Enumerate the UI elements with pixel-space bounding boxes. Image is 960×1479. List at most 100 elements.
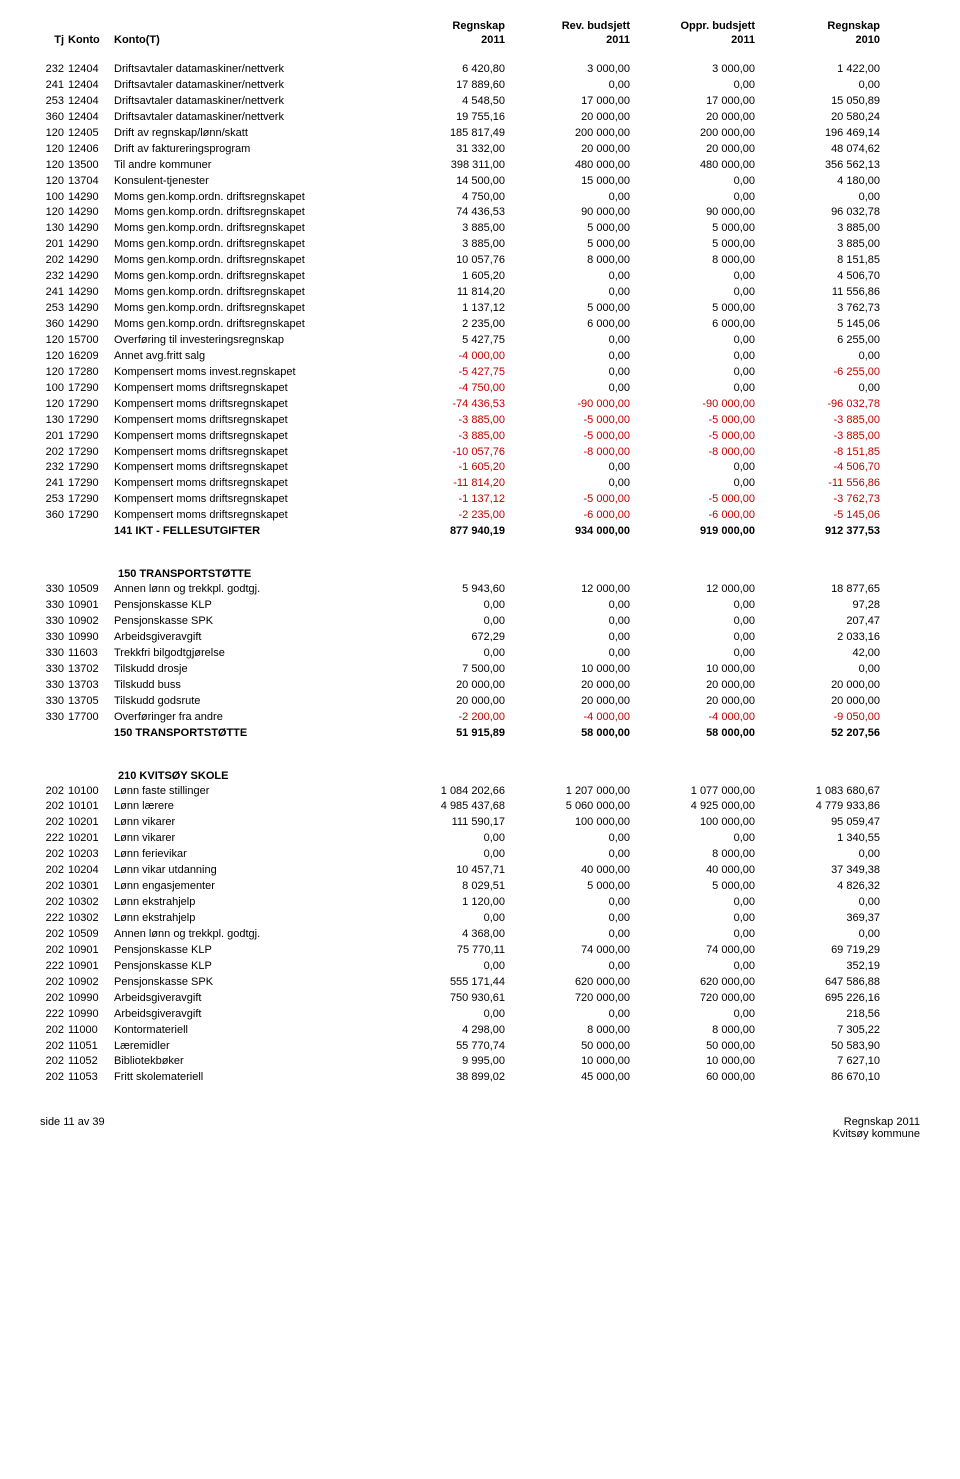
table-row: 23212404Driftsavtaler datamaskiner/nettv… (40, 62, 920, 78)
value-cell: -4 750,00 (390, 381, 515, 397)
tj-cell: 330 (40, 710, 68, 726)
value-cell: 919 000,00 (640, 524, 765, 540)
kontot-cell: Pensjonskasse SPK (110, 614, 390, 630)
section-title: 210 KVITSØY SKOLE (40, 770, 920, 782)
value-cell: 0,00 (515, 1007, 640, 1023)
table-row: 12015700Overføring til investeringsregns… (40, 333, 920, 349)
table-row: 22210901Pensjonskasse KLP0,000,000,00352… (40, 959, 920, 975)
value-cell: 20 000,00 (640, 110, 765, 126)
value-cell: 620 000,00 (640, 975, 765, 991)
value-cell: 200 000,00 (515, 126, 640, 142)
value-cell: 1 084 202,66 (390, 784, 515, 800)
kontot-cell: Lønn ferievikar (110, 847, 390, 863)
kontot-cell: Lønn engasjementer (110, 879, 390, 895)
value-cell: 1 083 680,67 (765, 784, 890, 800)
value-cell: 3 885,00 (765, 237, 890, 253)
value-cell: 0,00 (640, 646, 765, 662)
value-cell: 5 000,00 (515, 221, 640, 237)
kontot-cell: Kompensert moms driftsregnskapet (110, 445, 390, 461)
value-cell: 3 885,00 (390, 237, 515, 253)
value-cell: 20 580,24 (765, 110, 890, 126)
footer-right2: Kvitsøy kommune (833, 1128, 920, 1140)
konto-cell: 14290 (68, 301, 110, 317)
table-row: 10014290Moms gen.komp.ordn. driftsregnsk… (40, 190, 920, 206)
tj-cell: 202 (40, 863, 68, 879)
value-cell: 7 627,10 (765, 1054, 890, 1070)
value-cell: 0,00 (640, 911, 765, 927)
value-cell: 2 033,16 (765, 630, 890, 646)
table-row: 20114290Moms gen.komp.ordn. driftsregnsk… (40, 237, 920, 253)
table-row: 12013500Til andre kommuner398 311,00480 … (40, 158, 920, 174)
konto-cell: 10902 (68, 614, 110, 630)
total-row: 141 IKT - FELLESUTGIFTER877 940,19934 00… (40, 524, 920, 540)
value-cell: 0,00 (515, 190, 640, 206)
value-cell: -8 151,85 (765, 445, 890, 461)
value-cell: 0,00 (765, 381, 890, 397)
kontot-cell: Fritt skolemateriell (110, 1070, 390, 1086)
tj-cell: 202 (40, 879, 68, 895)
tj-cell: 202 (40, 445, 68, 461)
value-cell: -4 506,70 (765, 460, 890, 476)
value-cell: 20 000,00 (765, 678, 890, 694)
value-cell: 0,00 (765, 847, 890, 863)
value-cell: 0,00 (640, 460, 765, 476)
value-cell: 11 814,20 (390, 285, 515, 301)
value-cell: -2 235,00 (390, 508, 515, 524)
table-row: 20210902Pensjonskasse SPK555 171,44620 0… (40, 975, 920, 991)
kontot-cell: Driftsavtaler datamaskiner/nettverk (110, 110, 390, 126)
tj-cell: 222 (40, 911, 68, 927)
table-row: 33013703Tilskudd buss20 000,0020 000,002… (40, 678, 920, 694)
value-cell: 20 000,00 (640, 694, 765, 710)
value-cell: 0,00 (515, 598, 640, 614)
kontot-cell: Lønn ekstrahjelp (110, 895, 390, 911)
konto-cell: 14290 (68, 317, 110, 333)
tj-cell: 100 (40, 190, 68, 206)
value-cell: 5 000,00 (640, 879, 765, 895)
value-cell: 17 000,00 (515, 94, 640, 110)
value-cell: -5 000,00 (515, 413, 640, 429)
value-cell: 0,00 (390, 646, 515, 662)
value-cell: 74 000,00 (640, 943, 765, 959)
value-cell: 18 877,65 (765, 582, 890, 598)
value-cell: 7 500,00 (390, 662, 515, 678)
tj-cell: 222 (40, 959, 68, 975)
value-cell: 97,28 (765, 598, 890, 614)
value-cell: 480 000,00 (640, 158, 765, 174)
konto-cell: 12405 (68, 126, 110, 142)
value-cell: 74 436,53 (390, 205, 515, 221)
kontot-cell: Drift av faktureringsprogram (110, 142, 390, 158)
kontot-cell: Lønn vikarer (110, 815, 390, 831)
value-cell: 0,00 (640, 959, 765, 975)
value-cell: 0,00 (640, 895, 765, 911)
value-cell: 555 171,44 (390, 975, 515, 991)
value-cell: 12 000,00 (515, 582, 640, 598)
kontot-cell: Drift av regnskap/lønn/skatt (110, 126, 390, 142)
value-cell: 1 422,00 (765, 62, 890, 78)
konto-cell: 13704 (68, 174, 110, 190)
value-cell: -3 885,00 (765, 413, 890, 429)
value-cell: 0,00 (515, 349, 640, 365)
table-row: 20210509Annen lønn og trekkpl. godtgj.4 … (40, 927, 920, 943)
table-row: 20210100Lønn faste stillinger1 084 202,6… (40, 784, 920, 800)
value-cell: 8 151,85 (765, 253, 890, 269)
value-cell: 20 000,00 (640, 142, 765, 158)
value-cell: 0,00 (390, 847, 515, 863)
table-row: 12013704Konsulent-tjenester14 500,0015 0… (40, 174, 920, 190)
konto-cell: 10901 (68, 959, 110, 975)
konto-cell: 17290 (68, 460, 110, 476)
value-cell: 111 590,17 (390, 815, 515, 831)
konto-cell: 10990 (68, 1007, 110, 1023)
value-cell: 0,00 (515, 285, 640, 301)
value-cell: 31 332,00 (390, 142, 515, 158)
table-row: 20211000Kontormateriell4 298,008 000,008… (40, 1023, 920, 1039)
value-cell: 0,00 (640, 78, 765, 94)
value-cell: 352,19 (765, 959, 890, 975)
table-row: 20210101Lønn lærere4 985 437,685 060 000… (40, 799, 920, 815)
tj-cell: 202 (40, 927, 68, 943)
header-col2: Rev. budsjett (515, 20, 640, 32)
tj-cell: 202 (40, 1039, 68, 1055)
value-cell: 0,00 (390, 1007, 515, 1023)
tj-cell: 202 (40, 1054, 68, 1070)
value-cell: 8 000,00 (640, 1023, 765, 1039)
konto-cell: 17290 (68, 381, 110, 397)
